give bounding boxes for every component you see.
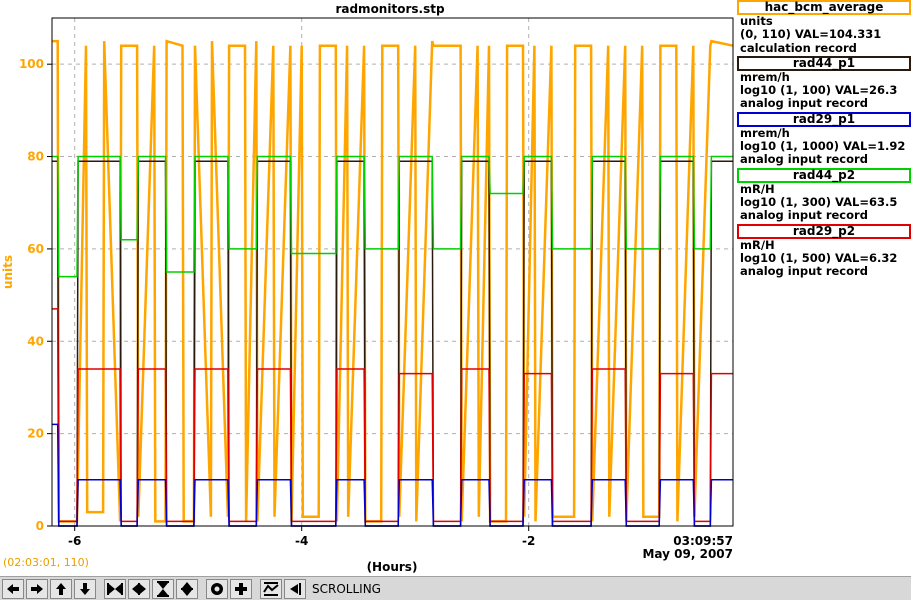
scroll-right-button[interactable] [26,578,48,599]
x-tick-label: -6 [68,534,81,548]
scroll-left-button[interactable] [2,578,24,599]
legend-info-line-1: mrem/h [740,69,790,84]
y-tick-label: 0 [36,519,44,533]
legend-info-line-1: mR/H [740,181,775,196]
y-expand-icon [181,581,193,596]
series-line-rad44_p2 [52,155,733,278]
zoom-in-button[interactable] [230,578,252,599]
x-axis-label: (Hours) [367,560,418,574]
legend-info-line-2: log10 (1, 300) VAL=63.5 [740,194,898,209]
legend-info-line-2: log10 (1, 100) VAL=26.3 [740,83,898,98]
legend-info-line-2: log10 (1, 500) VAL=6.32 [740,250,898,265]
y-compress-icon [157,580,169,597]
y-tick-label: 60 [27,242,44,256]
zoom-reset-button[interactable] [206,578,228,599]
legend-series-name[interactable]: rad44_p2 [737,167,911,183]
skip-to-end-button[interactable] [284,578,306,599]
legend-info-line-3: analog input record [740,264,868,279]
y-expand-button[interactable] [176,578,198,599]
end-time-label: 03:09:57 [673,534,733,548]
legend-info-line-3: analog input record [740,208,868,223]
scroll-left-icon [7,583,19,594]
mode-label: SCROLLING [312,581,381,596]
x-tick-label: -2 [522,534,535,548]
legend-entry[interactable]: rad44_p1 mrem/h log10 (1, 100) VAL=26.3 ana… [737,55,911,111]
y-compress-button[interactable] [152,578,174,599]
y-tick-label: 100 [19,57,44,71]
legend-entry[interactable]: rad44_p2 mR/H log10 (1, 300) VAL=63.5 analo… [737,167,911,223]
series-line-rad29_p2 [52,308,733,523]
autoscale-icon [263,581,279,596]
scroll-up-button[interactable] [50,578,72,599]
legend-series-name[interactable]: rad29_p2 [737,223,911,239]
strip-chart[interactable]: radmonitors.stp 0 20 40 60 80 100 -6 -4 -2 units… [0,0,735,575]
legend-info-line-3: analog input record [740,96,868,111]
zoom-reset-icon [211,582,223,595]
x-expand-icon [132,582,146,595]
x-compress-icon [107,582,123,595]
y-tick-label: 20 [27,427,44,441]
legend-info-line-1: mR/H [740,237,775,252]
legend-series-name[interactable]: rad29_p1 [737,111,911,127]
chart-title: radmonitors.stp [335,2,444,16]
legend-series-name[interactable]: rad44_p1 [737,55,911,71]
end-date-label: May 09, 2007 [642,547,733,561]
zoom-in-icon [235,582,247,595]
autoscale-button[interactable] [260,578,282,599]
legend-series-name[interactable]: hac_bcm_average [737,0,911,15]
scroll-down-button[interactable] [74,578,96,599]
x-expand-button[interactable] [128,578,150,599]
legend: hac_bcm_average units (0, 110) VAL=104.331… [737,0,911,279]
y-tick-label: 40 [27,334,44,348]
legend-info-line-2: (0, 110) VAL=104.331 [740,27,882,42]
legend-info-line-1: mrem/h [740,125,790,140]
scroll-right-icon [31,583,43,594]
skip-to-end-icon [290,582,301,595]
legend-entry[interactable]: rad29_p2 mR/H log10 (1, 500) VAL=6.32 analo… [737,223,911,279]
scroll-down-icon [80,582,90,595]
plot-frame [51,17,734,527]
legend-info-line-3: analog input record [740,152,868,167]
legend-entry[interactable]: rad29_p1 mrem/h log10 (1, 1000) VAL=1.92 an… [737,111,911,167]
series-line-hac_bcm_average [52,39,734,523]
x-tick-label: -4 [295,534,308,548]
y-tick-label: 80 [27,150,44,164]
legend-info-line-3: calculation record [740,40,857,55]
scroll-up-icon [56,582,66,595]
y-axis-label: units [1,255,15,289]
cursor-readout: (02:03:01, 110) [3,556,89,569]
legend-entry[interactable]: hac_bcm_average units (0, 110) VAL=104.331… [737,0,911,55]
legend-info-line-2: log10 (1, 1000) VAL=1.92 [740,139,906,154]
toolbar: SCROLLING [0,576,911,600]
legend-info-line-1: units [740,14,773,28]
x-compress-button[interactable] [104,578,126,599]
